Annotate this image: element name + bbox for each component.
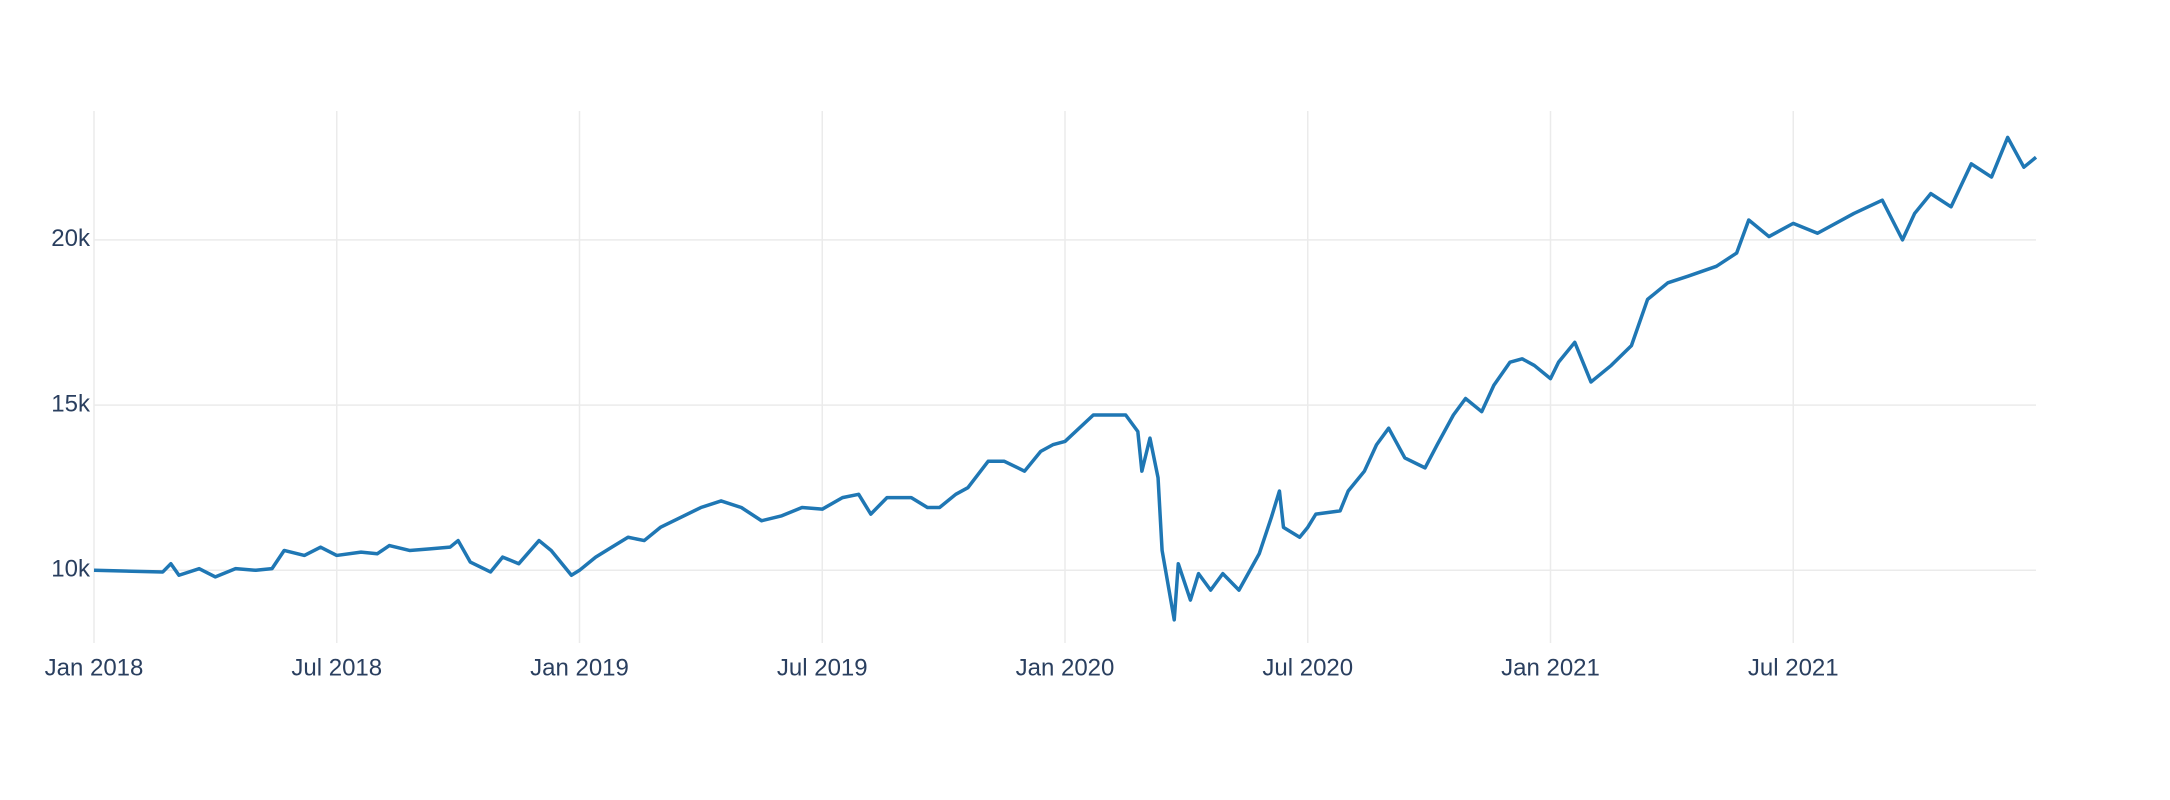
x-tick-label: Jul 2019 [777,654,868,681]
x-tick-label: Jan 2020 [1016,654,1115,681]
line-series [93,135,2038,622]
x-tick-label: Jul 2018 [291,654,382,681]
x-tick-label: Jan 2021 [1501,654,1600,681]
y-tick-label: 20k [51,225,91,252]
x-tick-label: Jul 2020 [1262,654,1353,681]
x-tick-label: Jan 2019 [530,654,629,681]
y-tick-label: 15k [51,390,91,417]
x-tick-label: Jul 2021 [1748,654,1839,681]
y-tick-label: 10k [51,556,91,583]
x-tick-label: Jan 2018 [45,654,144,681]
